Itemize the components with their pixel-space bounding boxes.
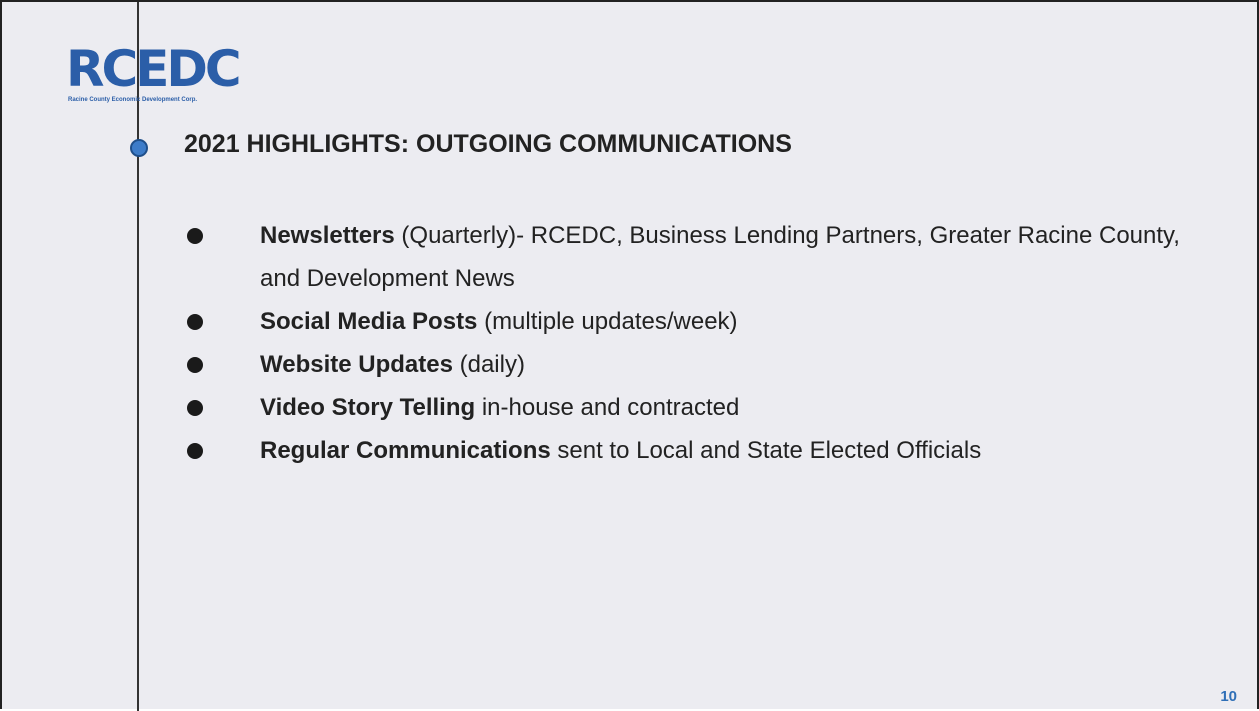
bullet-bold: Social Media Posts bbox=[260, 308, 478, 335]
bullet-bold: Regular Communications bbox=[260, 437, 551, 464]
bullet-item: Video Story Telling in-house and contrac… bbox=[187, 386, 1220, 429]
bullet-text: in-house and contracted bbox=[475, 394, 740, 421]
logo-tagline: Racine County Economic Development Corp. bbox=[68, 97, 198, 103]
title-marker bbox=[130, 139, 148, 157]
bullet-text: sent to Local and State Elected Official… bbox=[550, 437, 982, 464]
bullet-bold: Newsletters bbox=[260, 222, 395, 249]
page-number: 10 bbox=[1220, 688, 1237, 705]
bullet-text: (Quarterly)- RCEDC, Business Lending Par… bbox=[260, 222, 1187, 292]
bullet-list: Newsletters (Quarterly)- RCEDC, Business… bbox=[187, 214, 1220, 472]
bullet-item: Newsletters (Quarterly)- RCEDC, Business… bbox=[187, 214, 1220, 300]
bullet-item: Website Updates (daily) bbox=[187, 343, 1220, 386]
bullet-item: Social Media Posts (multiple updates/wee… bbox=[187, 300, 1220, 343]
logo: RCEDC bbox=[66, 40, 242, 98]
vertical-rule bbox=[137, 2, 139, 711]
slide-title: 2021 HIGHLIGHTS: OUTGOING COMMUNICATIONS bbox=[184, 130, 792, 158]
bullet-item: Regular Communications sent to Local and… bbox=[187, 429, 1220, 472]
bullet-text: (daily) bbox=[452, 351, 525, 378]
bullet-text: (multiple updates/week) bbox=[477, 308, 738, 335]
bullet-bold: Website Updates bbox=[260, 351, 453, 378]
bullet-bold: Video Story Telling bbox=[260, 394, 476, 421]
